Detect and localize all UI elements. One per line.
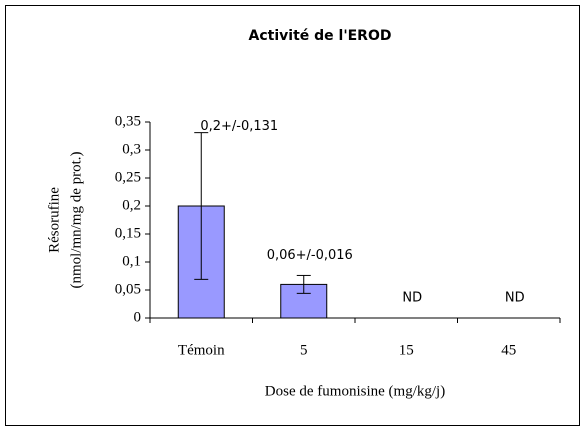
y-tick-label: 0 — [134, 309, 142, 325]
y-axis-label: Résorufine — [46, 187, 62, 253]
x-tick-label: 15 — [399, 342, 414, 358]
y-tick-label: 0,2 — [122, 197, 141, 213]
chart-border — [5, 5, 580, 426]
y-tick-label: 0,35 — [115, 113, 141, 129]
chart-title: Activité de l'EROD — [249, 28, 392, 44]
y-axis-label: (nmol/mn/mg de prot.) — [68, 151, 84, 288]
data-label: ND — [402, 291, 422, 306]
data-label: 0,2+/-0,131 — [200, 119, 278, 134]
y-tick-label: 0,3 — [122, 141, 141, 157]
x-axis-label: Dose de fumonisine (mg/kg/j) — [265, 383, 445, 399]
y-tick-label: 0,05 — [115, 281, 141, 297]
x-tick-label: 45 — [501, 342, 516, 358]
y-tick-label: 0,1 — [122, 253, 141, 269]
data-label: 0,06+/-0,016 — [267, 248, 353, 263]
data-label: ND — [505, 291, 525, 306]
x-tick-label: 5 — [300, 342, 308, 358]
y-tick-label: 0,15 — [115, 225, 141, 241]
x-tick-label: Témoin — [178, 342, 225, 358]
y-tick-label: 0,25 — [115, 169, 141, 185]
